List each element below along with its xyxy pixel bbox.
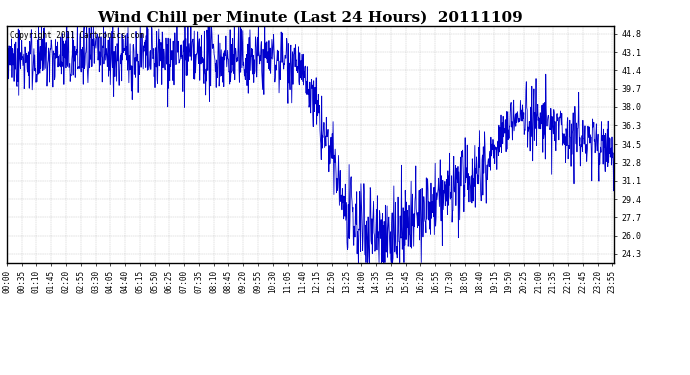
Title: Wind Chill per Minute (Last 24 Hours)  20111109: Wind Chill per Minute (Last 24 Hours) 20… xyxy=(97,11,524,25)
Text: Copyright 2011 Cartronics.com: Copyright 2011 Cartronics.com xyxy=(10,31,144,40)
